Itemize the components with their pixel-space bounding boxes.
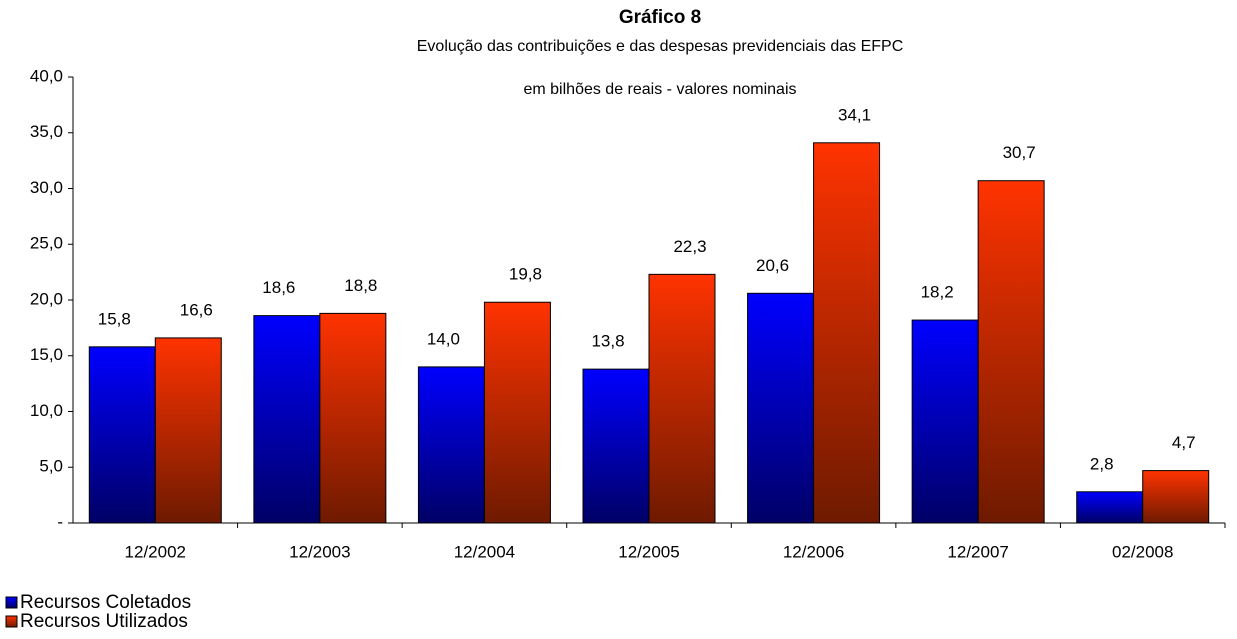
value-label: 14,0 bbox=[427, 329, 460, 348]
x-tick-label: 12/2006 bbox=[783, 542, 844, 561]
bar bbox=[154, 337, 222, 524]
bar bbox=[417, 366, 485, 524]
x-tick-label: 12/2004 bbox=[454, 542, 515, 561]
value-label: 16,6 bbox=[180, 300, 213, 319]
x-tick-label: 12/2005 bbox=[618, 542, 679, 561]
y-tick-label: 20,0 bbox=[30, 289, 63, 308]
value-label: 30,7 bbox=[1003, 143, 1036, 162]
bar bbox=[253, 315, 321, 524]
value-label: 18,2 bbox=[921, 283, 954, 302]
value-label: 4,7 bbox=[1172, 433, 1196, 452]
y-tick-label: 10,0 bbox=[30, 401, 63, 420]
bar bbox=[911, 319, 979, 524]
bar bbox=[747, 292, 815, 524]
chart-title: Gráfico 8 bbox=[619, 7, 701, 28]
bar bbox=[1076, 491, 1144, 524]
bar bbox=[813, 142, 881, 524]
y-tick-label: - bbox=[57, 512, 63, 531]
value-label: 19,8 bbox=[509, 265, 542, 284]
value-label: 15,8 bbox=[98, 309, 131, 328]
y-tick-label: 35,0 bbox=[30, 122, 63, 141]
annotation: em bilhões de reais - valores nominais bbox=[523, 81, 796, 98]
y-tick-label: 5,0 bbox=[39, 457, 63, 476]
legend-swatch bbox=[5, 615, 18, 628]
chart-subtitle: Evolução das contribuições e das despesa… bbox=[417, 38, 904, 55]
value-label: 2,8 bbox=[1090, 454, 1114, 473]
legend-label: Recursos Coletados bbox=[20, 592, 191, 613]
value-label: 22,3 bbox=[673, 237, 706, 256]
y-tick-label: 30,0 bbox=[30, 178, 63, 197]
value-label: 13,8 bbox=[591, 332, 624, 351]
bar bbox=[977, 180, 1045, 524]
bar bbox=[648, 273, 716, 524]
value-label: 18,6 bbox=[262, 278, 295, 297]
bar bbox=[88, 346, 156, 524]
legend-swatch bbox=[5, 596, 18, 609]
bar bbox=[483, 301, 551, 524]
x-tick-label: 12/2003 bbox=[289, 542, 350, 561]
value-label: 18,8 bbox=[344, 276, 377, 295]
y-tick-label: 15,0 bbox=[30, 345, 63, 364]
y-tick-label: 40,0 bbox=[30, 66, 63, 85]
y-tick-label: 25,0 bbox=[30, 234, 63, 253]
x-tick-label: 12/2007 bbox=[947, 542, 1008, 561]
value-label: 34,1 bbox=[838, 105, 871, 124]
x-tick-label: 02/2008 bbox=[1112, 542, 1173, 561]
legend-label: Recursos Utilizados bbox=[20, 611, 188, 632]
x-tick-label: 12/2002 bbox=[125, 542, 186, 561]
bar bbox=[582, 368, 650, 524]
bar bbox=[1142, 470, 1210, 524]
value-label: 20,6 bbox=[756, 256, 789, 275]
bar bbox=[319, 312, 387, 524]
